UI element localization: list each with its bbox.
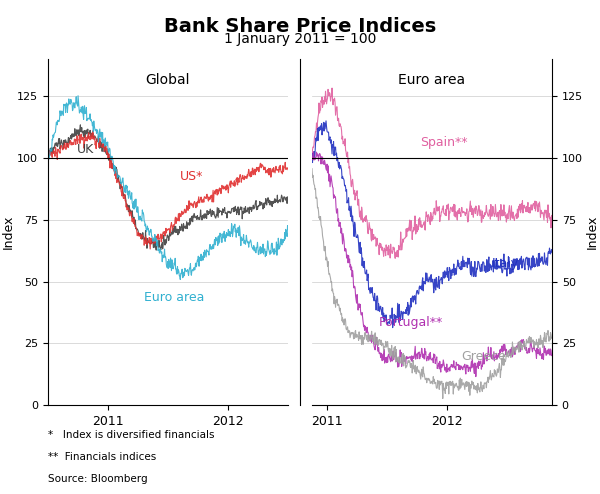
Text: *   Index is diversified financials: * Index is diversified financials: [48, 430, 215, 440]
Text: Italy: Italy: [492, 257, 519, 270]
Y-axis label: Index: Index: [1, 215, 14, 249]
Text: Euro area: Euro area: [144, 291, 205, 304]
Text: US*: US*: [180, 170, 203, 183]
Text: UK: UK: [77, 143, 94, 156]
Y-axis label: Index: Index: [586, 215, 599, 249]
Text: Spain**: Spain**: [420, 136, 467, 149]
Text: Euro area: Euro area: [398, 73, 466, 87]
Text: Bank Share Price Indices: Bank Share Price Indices: [164, 17, 436, 36]
Text: Global: Global: [146, 73, 190, 87]
Text: Portugal**: Portugal**: [379, 316, 443, 329]
Text: Source: Bloomberg: Source: Bloomberg: [48, 474, 148, 484]
Text: **  Financials indices: ** Financials indices: [48, 452, 156, 462]
Text: 1 January 2011 = 100: 1 January 2011 = 100: [224, 32, 376, 46]
Text: Greece: Greece: [461, 350, 506, 363]
